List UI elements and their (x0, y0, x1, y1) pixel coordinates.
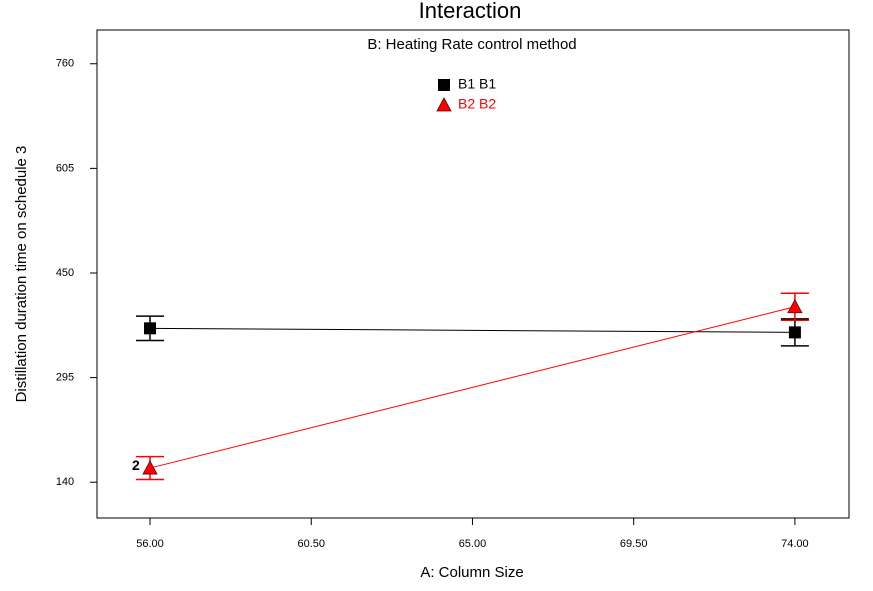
chart-subtitle: B: Heating Rate control method (367, 36, 576, 53)
data-point (787, 298, 803, 314)
legend-marker (436, 97, 452, 112)
chart-title: Interaction (419, 0, 522, 23)
plot-frame (96, 29, 850, 519)
legend-label: B2 B2 (458, 96, 496, 112)
y-tick-label: 450 (56, 267, 74, 279)
data-point (788, 326, 801, 339)
y-axis-label: Distillation duration time on schedule 3 (13, 146, 30, 403)
y-tick-label: 295 (56, 372, 74, 384)
x-tick-label: 56.00 (136, 538, 164, 550)
y-tick-label: 605 (56, 162, 74, 174)
data-point (142, 460, 158, 475)
legend-label: B1 B1 (458, 76, 496, 92)
y-tick-label: 760 (56, 58, 74, 70)
legend-marker (438, 79, 450, 91)
x-tick-label: 65.00 (459, 538, 487, 550)
data-point (144, 322, 157, 335)
y-tick-label: 140 (56, 476, 74, 488)
x-tick-label: 60.50 (297, 538, 325, 550)
x-tick-label: 74.00 (781, 538, 809, 550)
x-tick-label: 69.50 (620, 538, 648, 550)
x-axis-label: A: Column Size (420, 564, 523, 581)
series-line (149, 306, 796, 469)
annotation: 2 (132, 457, 140, 473)
series-line (150, 327, 795, 333)
